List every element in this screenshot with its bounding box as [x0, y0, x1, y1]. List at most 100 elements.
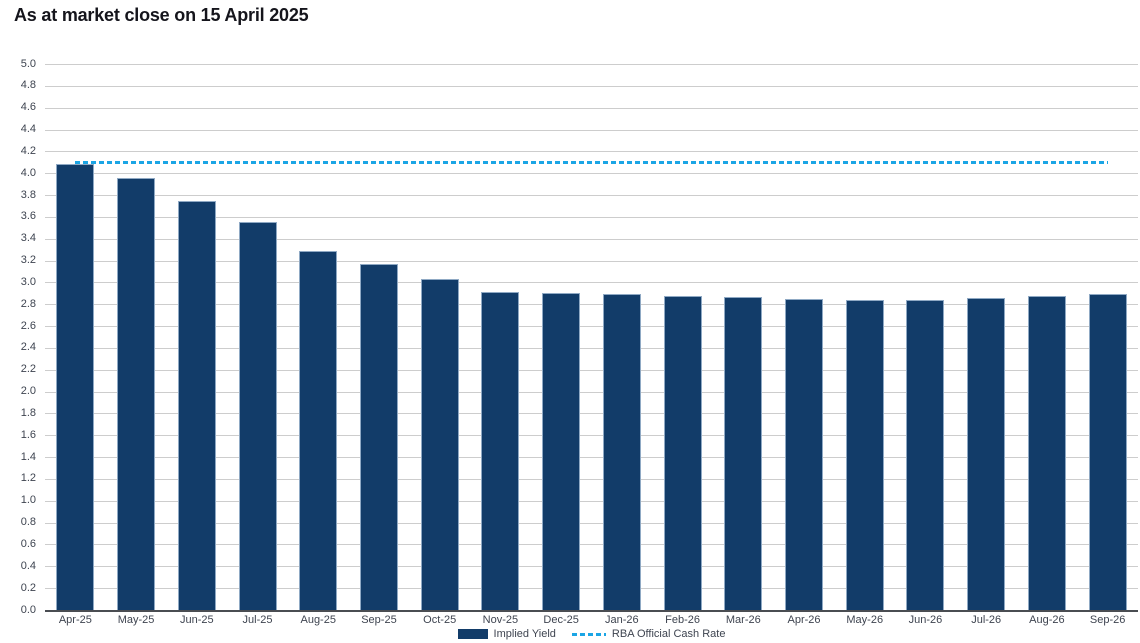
x-axis-tick-label: Jan-26 [605, 614, 639, 626]
y-axis-tick-label: 5.0 [20, 57, 36, 70]
bar-dec-25 [542, 293, 581, 610]
bar-aug-25 [299, 250, 338, 610]
y-axis-tick-label: 0.0 [20, 603, 36, 616]
y-axis-tick-label: 3.4 [20, 232, 36, 245]
chart-title: As at market close on 15 April 2025 [14, 5, 309, 25]
x-axis-tick-label: Aug-26 [1029, 614, 1065, 626]
gridline [45, 457, 1138, 459]
gridline [45, 500, 1138, 502]
gridline [45, 260, 1138, 262]
gridline [45, 173, 1138, 175]
x-axis-tick-label: Oct-25 [423, 614, 457, 626]
y-axis-tick-label: 0.8 [20, 516, 36, 529]
bar-feb-26 [663, 295, 702, 610]
legend-label-implied-yield: Implied Yield [493, 628, 556, 640]
y-axis-tick-label: 1.6 [20, 428, 36, 441]
y-axis-tick-label: 1.2 [20, 472, 36, 485]
bar-may-26 [845, 299, 884, 610]
cash-rate-dashed-line-swatch-icon [571, 632, 606, 636]
chart-legend: Implied Yield RBA Official Cash Rate [45, 626, 1138, 642]
x-axis-tick-label: Feb-26 [665, 614, 700, 626]
gridline [45, 369, 1138, 371]
gridline [45, 238, 1138, 240]
gridline [45, 129, 1138, 131]
x-axis-tick-label: Sep-26 [1089, 614, 1126, 626]
gridline [45, 478, 1138, 480]
bar-apr-25 [56, 164, 95, 610]
y-axis-tick-label: 2.8 [20, 297, 36, 310]
gridline [45, 326, 1138, 328]
x-axis-tick-label: Jun-26 [908, 614, 943, 626]
x-axis-tick-label: Jul-26 [971, 614, 1002, 626]
gridline [45, 85, 1138, 87]
bar-jan-26 [602, 294, 641, 610]
y-axis-tick-label: 3.0 [20, 275, 36, 288]
bar-nov-25 [481, 292, 520, 610]
plot-area [45, 64, 1138, 612]
y-axis-tick-label: 0.2 [20, 581, 36, 594]
bar-jun-26 [906, 299, 945, 610]
gridline [45, 391, 1138, 393]
gridline [45, 413, 1138, 415]
gridline [45, 107, 1138, 109]
gridline [45, 282, 1138, 284]
implied-yield-swatch-icon [457, 629, 488, 639]
gridline [45, 435, 1138, 437]
gridline [45, 588, 1138, 590]
y-axis-tick-label: 2.0 [20, 385, 36, 398]
legend-label-cash-rate: RBA Official Cash Rate [611, 628, 726, 640]
bar-jul-26 [967, 297, 1006, 610]
rba-cash-rate-line [75, 160, 1108, 164]
gridline [45, 64, 1138, 65]
x-axis-tick-label: May-25 [117, 614, 155, 626]
y-axis-tick-label: 0.4 [20, 559, 36, 572]
gridline [45, 304, 1138, 306]
bar-mar-26 [724, 296, 763, 610]
y-axis-tick-label: 3.6 [20, 210, 36, 223]
y-axis-tick-label: 4.2 [20, 144, 36, 157]
y-axis-tick-label: 2.4 [20, 341, 36, 354]
legend-item-implied-yield: Implied Yield [457, 628, 556, 640]
y-axis-tick-label: 1.8 [20, 406, 36, 419]
gridline [45, 522, 1138, 524]
x-axis-tick-label: Sep-25 [361, 614, 397, 626]
gridline [45, 195, 1138, 197]
x-axis-tick-label: Dec-25 [543, 614, 579, 626]
gridline [45, 151, 1138, 153]
gridline [45, 544, 1138, 546]
y-axis-tick-label: 3.8 [20, 188, 36, 201]
bar-oct-25 [420, 279, 459, 610]
y-axis-tick-label: 4.6 [20, 101, 36, 114]
x-axis-tick-label: Apr-25 [58, 614, 92, 626]
bar-apr-26 [785, 298, 824, 610]
bar-sep-26 [1088, 294, 1127, 610]
x-axis-tick-label: May-26 [846, 614, 884, 626]
bar-sep-25 [359, 263, 398, 610]
x-axis-tick-label: Mar-26 [725, 614, 761, 626]
gridline [45, 216, 1138, 218]
y-axis-tick-label: 1.0 [20, 494, 36, 507]
x-axis-tick-label: Jun-25 [179, 614, 214, 626]
legend-item-cash-rate: RBA Official Cash Rate [571, 628, 726, 640]
y-axis-tick-label: 4.8 [20, 79, 36, 92]
y-axis-tick-label: 4.0 [20, 166, 36, 179]
x-axis: Apr-25 May-25 Jun-25 Jul-25 Aug-25 Sep-25 Oct-… [45, 613, 1138, 628]
y-axis-tick-label: 4.4 [20, 123, 36, 136]
bar-jul-25 [238, 222, 277, 610]
bar-aug-26 [1027, 295, 1066, 610]
y-axis-tick-label: 0.6 [20, 537, 36, 550]
y-axis-tick-label: 1.4 [20, 450, 36, 463]
x-axis-tick-label: Jul-25 [242, 614, 273, 626]
x-axis-tick-label: Aug-25 [300, 614, 336, 626]
x-axis-tick-label: Nov-25 [482, 614, 519, 626]
y-axis-tick-label: 3.2 [20, 254, 36, 267]
y-axis: 0.0 0.2 0.4 0.6 0.8 1.0 1.2 1.4 1.6 1.8 2.0 2.2 2.4 2… [0, 58, 36, 616]
x-axis-tick-label: Apr-26 [787, 614, 821, 626]
gridline [45, 347, 1138, 349]
bar-jun-25 [177, 200, 216, 610]
y-axis-tick-label: 2.6 [20, 319, 36, 332]
y-axis-tick-label: 2.2 [20, 363, 36, 376]
bar-may-25 [117, 177, 156, 610]
gridline [45, 566, 1138, 568]
